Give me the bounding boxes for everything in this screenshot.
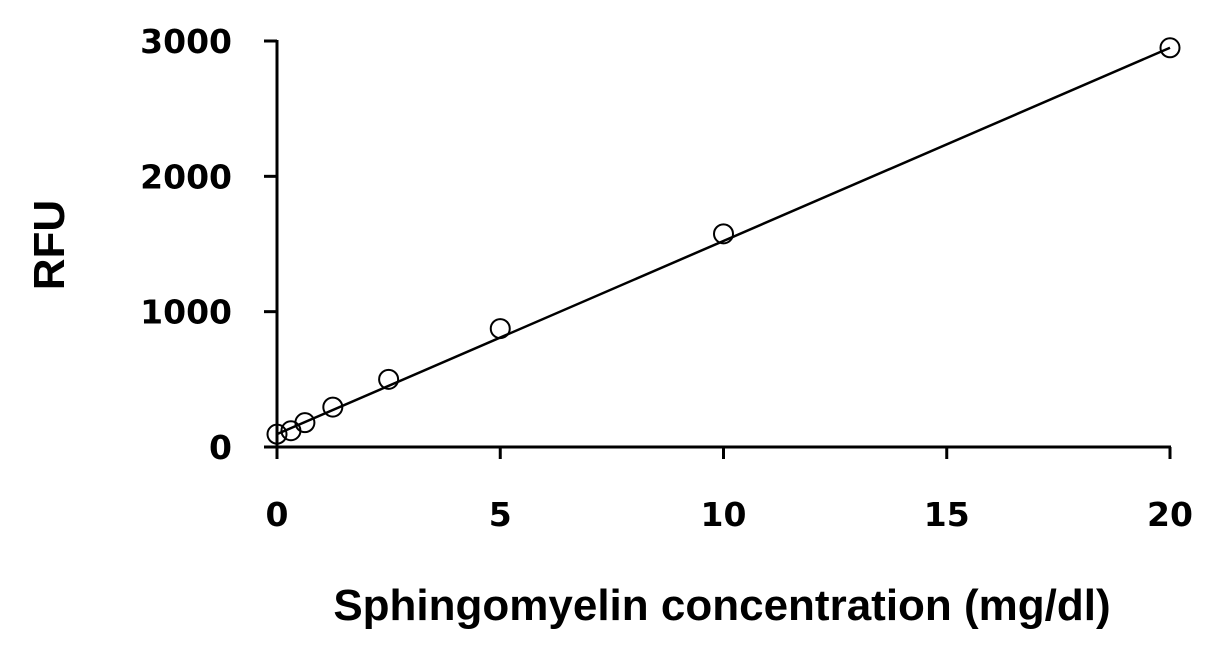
x-tick-label: 0 [266, 495, 289, 534]
data-point [266, 423, 288, 445]
data-point [378, 368, 400, 390]
y-tick-label: 1000 [140, 293, 232, 332]
trendline-group [276, 46, 1171, 436]
data-point [489, 318, 511, 340]
data-point [713, 223, 734, 245]
trendline [276, 46, 1171, 436]
y-tick-label: 2000 [140, 157, 232, 196]
y-axis-ticks: 0 1000 2000 3000 [140, 22, 277, 467]
data-points [266, 37, 1181, 445]
data-point [322, 396, 344, 418]
x-tick-label: 10 [701, 495, 747, 534]
y-tick-label: 3000 [140, 22, 232, 61]
y-tick-label: 0 [209, 428, 232, 467]
x-tick-label: 15 [924, 495, 970, 534]
x-axis-ticks: 0 5 10 15 20 [266, 447, 1193, 534]
x-tick-label: 20 [1147, 495, 1193, 534]
data-point [1159, 37, 1181, 59]
y-axis-title: RFU [25, 200, 74, 290]
x-tick-label: 5 [489, 495, 512, 534]
data-point [294, 412, 316, 434]
x-axis-title: Sphingomyelin concentration (mg/dl) [333, 581, 1110, 630]
